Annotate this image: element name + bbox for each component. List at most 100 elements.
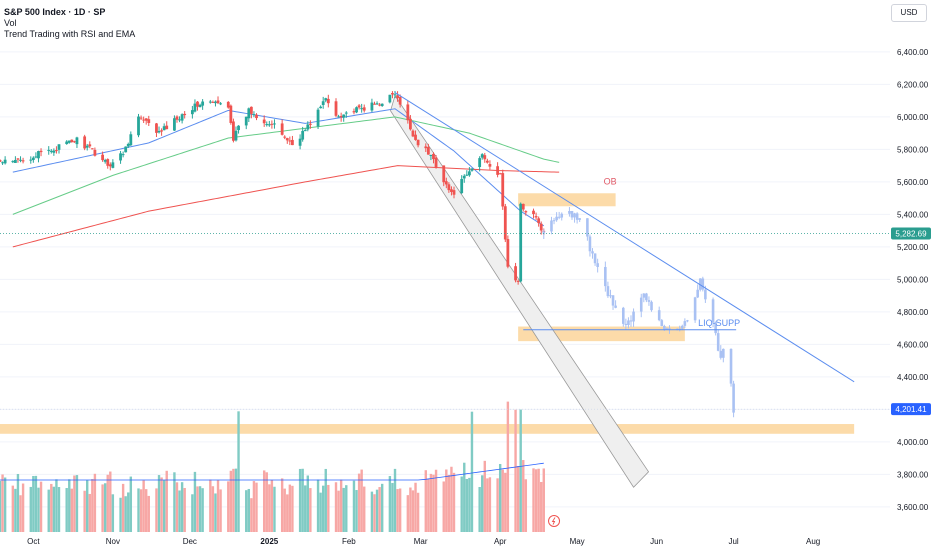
projection-candle [560,213,564,218]
candle-body [480,154,484,158]
volume-bar [147,495,150,532]
y-tick-label: 6,000.00 [897,113,929,122]
candle-body [247,108,251,119]
candle-body [444,181,448,185]
volume-bar [191,494,194,532]
candle-body [465,174,469,176]
indicator-legend-label[interactable]: Trend Trading with RSI and EMA [4,29,136,39]
volume-bar [534,469,538,532]
volume-bar [73,475,76,532]
candle-body [501,173,505,207]
projection-candle [686,320,689,322]
volume-bar [68,479,71,532]
volume-bar [16,473,20,532]
candle-body [370,102,374,111]
candle-body [534,216,538,218]
y-tick-label: 4,800.00 [897,308,929,317]
volume-bar [519,409,522,532]
volume-bar [501,469,504,532]
volume-bar [396,489,399,532]
trendline-resistance [394,92,855,383]
projection-candle [632,311,635,322]
candle-body [162,126,166,131]
volume-bar [245,490,248,532]
volume-bar [47,489,50,532]
volume-bar [442,481,445,532]
volume-bar [232,468,235,532]
candle-body [519,203,523,282]
volume-bar [406,495,410,532]
volume-bar [270,479,274,532]
candle-body [524,211,528,213]
projection-candle [722,348,725,358]
candle-body [249,106,253,114]
volume-bar [29,486,32,532]
projection-candle [660,320,664,326]
volume-bar [391,482,394,532]
candle-body [285,138,289,141]
candle-body [88,144,92,147]
projection-candle [696,289,699,298]
candle-body [214,101,217,104]
volume-bar [173,472,176,532]
ema-slow-line [12,165,560,248]
volume-bar [178,490,181,532]
volume-bar [327,484,330,532]
volume-bar [139,489,143,532]
volume-bar [452,472,456,532]
volume-bar [127,492,130,532]
projection-candle [645,293,648,301]
candle-body [111,162,115,168]
volume-bar [468,477,471,532]
volume-bar [21,483,25,532]
volume-bar [345,485,348,532]
volume-legend-label[interactable]: Vol [4,18,17,28]
x-tick-label: Mar [414,537,428,546]
currency-button[interactable]: USD [891,4,927,22]
candle-body [537,218,541,224]
volume-bar [540,481,543,532]
candle-body [244,116,248,126]
volume-bar [283,488,286,532]
candle-body [265,124,269,126]
projection-layer [542,207,735,418]
candle-body [3,159,7,164]
volume-bar [37,487,40,532]
volume-bar [88,493,91,532]
candle-body [357,105,361,108]
chart-title[interactable]: S&P 500 Index · 1D · SP [4,7,106,17]
volume-bar [101,484,104,532]
candle-body [316,109,320,127]
candle-body [324,98,328,101]
volume-bar [524,479,528,532]
volume-bar [250,498,253,532]
candle-body [31,157,35,161]
projection-candle [693,297,697,321]
candle-body [255,114,258,119]
volume-bar [121,483,125,532]
candle-body [360,108,364,110]
grid [0,51,890,508]
candle-body [483,155,487,160]
volume-bar [109,471,112,532]
projection-candle [665,328,669,330]
volume-bar [273,486,276,532]
candle-body [175,116,179,120]
candle-body [339,115,343,118]
candle-body [467,171,471,176]
volume-bar [103,483,107,532]
candle-body [308,123,312,125]
x-tick-label: Jun [650,537,663,546]
candles-layer [0,90,546,285]
candle-body [29,159,33,161]
candle-body [280,123,284,135]
volume-bar [496,478,499,532]
candle-body [496,166,500,175]
candle-body [106,159,110,166]
volume-bar [506,401,510,532]
volume-bar [86,480,89,532]
volume-bar [460,476,463,532]
y-tick-label: 4,600.00 [897,340,929,349]
volume-bar [262,470,266,532]
